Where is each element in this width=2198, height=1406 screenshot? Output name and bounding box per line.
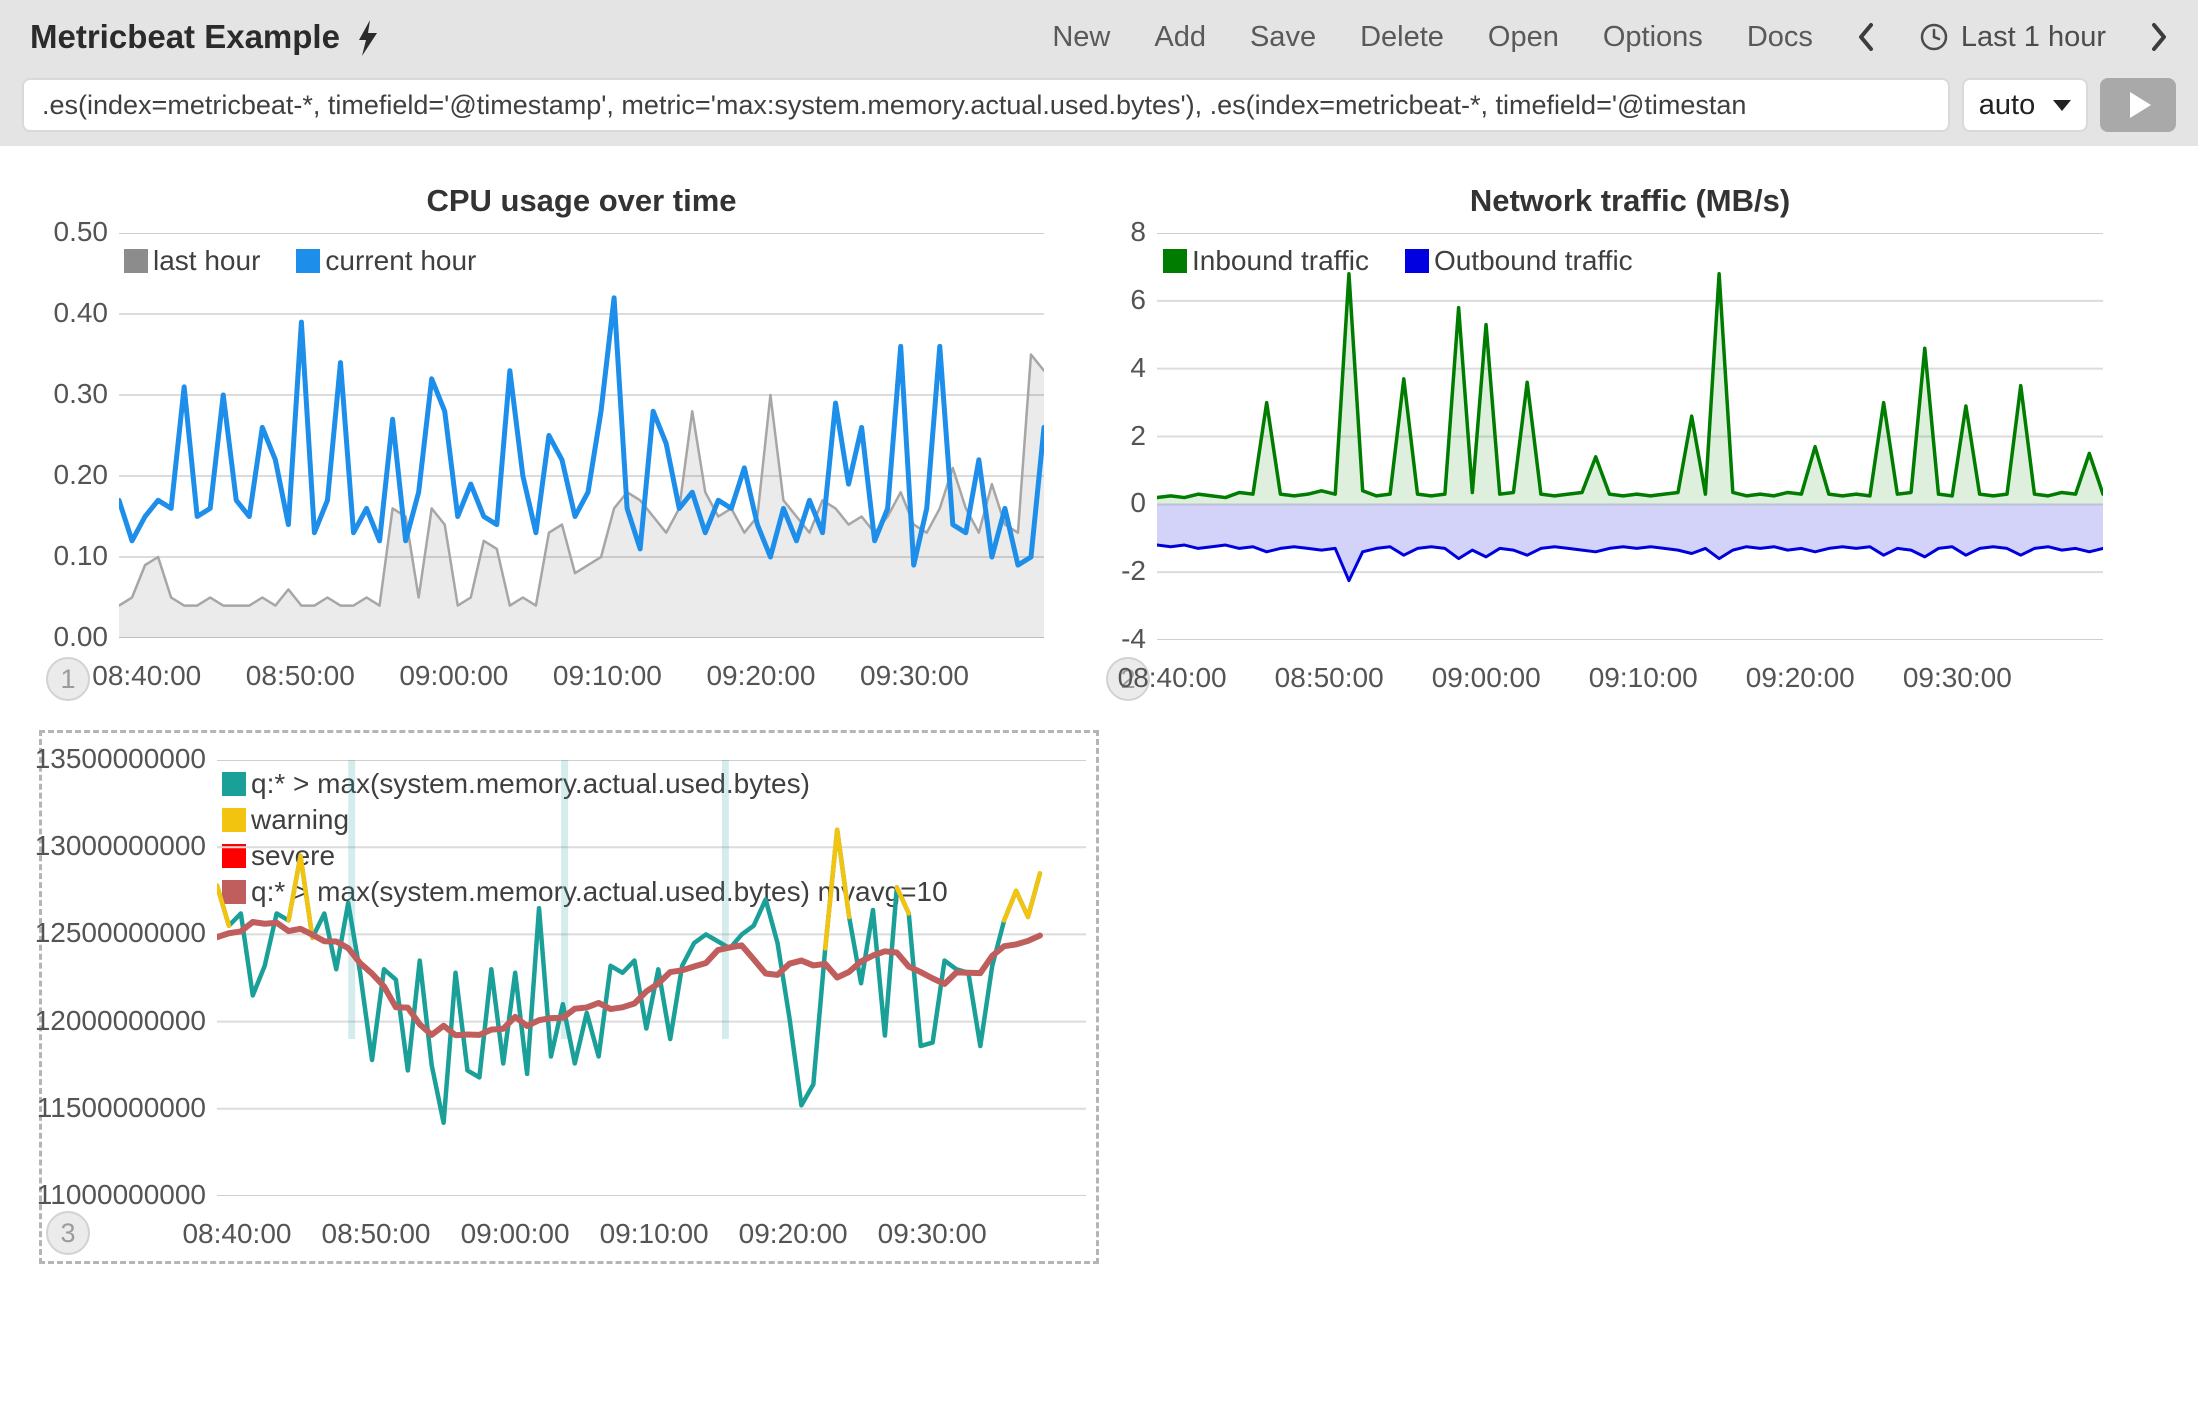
y-axis-label: -4 xyxy=(941,623,1146,655)
y-axis-label: -2 xyxy=(941,555,1146,587)
y-axis-label: 4 xyxy=(941,352,1146,384)
y-axis-label: 0.20 xyxy=(0,459,108,491)
y-axis-label: 13000000000 xyxy=(1,830,206,862)
y-axis-label: 6 xyxy=(941,284,1146,316)
y-axis-label: 11000000000 xyxy=(1,1179,206,1211)
y-axis-label: 0.50 xyxy=(0,216,108,248)
x-axis-label: 09:30:00 xyxy=(820,660,1010,692)
y-axis-label: 0.10 xyxy=(0,540,108,572)
y-axis-label: 2 xyxy=(941,420,1146,452)
x-axis-label: 09:30:00 xyxy=(837,1218,1027,1250)
charts-area: 0.500.400.300.200.100.0008:40:0008:50:00… xyxy=(0,0,2198,1406)
y-axis-label: 0.30 xyxy=(0,378,108,410)
y-axis-label: 8 xyxy=(941,216,1146,248)
y-axis-label: 0 xyxy=(941,487,1146,519)
y-axis-label: 13500000000 xyxy=(1,743,206,775)
chart-plot-net[interactable] xyxy=(1157,233,2103,640)
chart-plot-cpu[interactable] xyxy=(119,233,1044,638)
y-axis-label: 0.00 xyxy=(0,621,108,653)
y-axis-label: 0.40 xyxy=(0,297,108,329)
y-axis-label: 12000000000 xyxy=(1,1005,206,1037)
y-axis-label: 11500000000 xyxy=(1,1092,206,1124)
y-axis-label: 12500000000 xyxy=(1,917,206,949)
chart-plot-mem[interactable] xyxy=(217,760,1086,1196)
x-axis-label: 09:30:00 xyxy=(1862,662,2052,694)
